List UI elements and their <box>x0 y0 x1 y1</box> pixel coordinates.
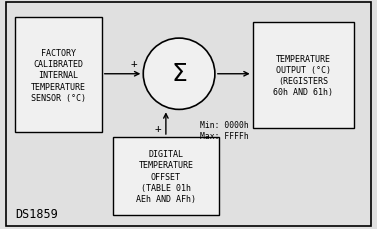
Text: $\Sigma$: $\Sigma$ <box>171 63 187 86</box>
Text: DS1859: DS1859 <box>15 207 58 220</box>
Text: FACTORY
CALIBRATED
INTERNAL
TEMPERATURE
SENSOR (°C): FACTORY CALIBRATED INTERNAL TEMPERATURE … <box>31 49 86 102</box>
Text: DIGITAL
TEMPERATURE
OFFSET
(TABLE 01h
AEh AND AFh): DIGITAL TEMPERATURE OFFSET (TABLE 01h AE… <box>136 150 196 203</box>
Bar <box>15 18 102 133</box>
Ellipse shape <box>143 39 215 110</box>
Bar <box>113 137 219 215</box>
Text: +: + <box>130 59 137 69</box>
Text: +: + <box>154 123 161 133</box>
Bar <box>253 23 354 128</box>
Text: TEMPERATURE
OUTPUT (°C)
(REGISTERS
60h AND 61h): TEMPERATURE OUTPUT (°C) (REGISTERS 60h A… <box>273 55 334 97</box>
Text: Min: 0000h
Max: FFFFh: Min: 0000h Max: FFFFh <box>200 120 248 141</box>
